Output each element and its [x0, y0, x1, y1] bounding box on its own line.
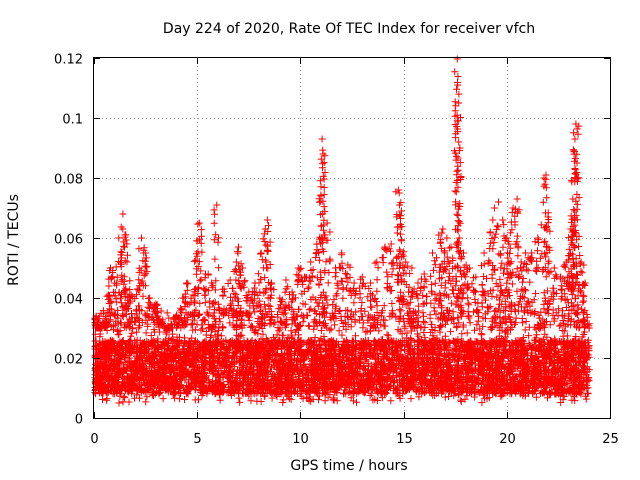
x-axis-title: GPS time / hours: [290, 458, 407, 474]
spike-point: [205, 279, 218, 331]
spike-point: [261, 216, 274, 319]
chart-title: Day 224 of 2020, Rate Of TEC Index for r…: [163, 21, 535, 37]
y-tick-label: 0.12: [54, 53, 83, 68]
spike-point: [102, 291, 115, 330]
spike-point: [135, 234, 148, 326]
spike-point: [452, 117, 465, 317]
x-tick-labels: 0 5 10 15 20 25: [90, 432, 618, 447]
spike-point: [154, 315, 167, 331]
spike-point: [445, 243, 458, 323]
spike-point: [405, 264, 418, 331]
spike-point: [356, 273, 369, 332]
spike-point: [364, 279, 377, 331]
y-tick-label: 0.02: [54, 353, 83, 368]
spike-point: [166, 324, 177, 332]
spike-point: [548, 264, 561, 325]
spike-point: [463, 264, 476, 327]
spike-point: [316, 150, 329, 330]
axis-ticks: [94, 58, 611, 419]
spike-point: [210, 201, 224, 332]
spike-point: [399, 258, 412, 326]
y-tick-label: 0.1: [62, 113, 83, 128]
spike-point: [149, 300, 161, 328]
spike-point: [579, 279, 591, 331]
x-tick-label: 25: [602, 432, 619, 447]
spike-point: [525, 249, 538, 318]
spike-point: [496, 216, 509, 328]
spike-point: [105, 264, 117, 331]
spike-point: [571, 159, 584, 332]
y-tick-label: 0: [75, 413, 83, 428]
spike-point: [347, 279, 360, 331]
spike-point: [218, 285, 230, 332]
spike-point: [385, 240, 397, 321]
data-points: [91, 55, 593, 407]
spike-point: [143, 294, 156, 330]
x-tick-label: 15: [396, 432, 413, 447]
spike-point: [502, 240, 516, 332]
spike-point: [493, 198, 505, 332]
spike-point: [440, 234, 453, 325]
x-tick-label: 0: [90, 432, 98, 447]
spike-point: [575, 258, 588, 331]
spike-point: [248, 279, 262, 331]
spike-point: [224, 276, 237, 329]
spike-point: [427, 249, 439, 328]
y-tick-label: 0.04: [54, 293, 83, 308]
y-axis-title: ROTI / TECUs: [6, 194, 22, 286]
x-tick-label: 20: [499, 432, 516, 447]
spike-point: [378, 243, 392, 330]
spike-point: [280, 276, 293, 331]
spike-point: [531, 234, 545, 332]
spike-point: [370, 258, 383, 332]
spike-point: [478, 249, 490, 322]
y-tick-label: 0.08: [54, 173, 83, 188]
spike-point: [542, 213, 555, 329]
spike-point: [265, 279, 278, 328]
spike-point: [411, 279, 425, 332]
spike-point: [304, 258, 317, 330]
spike-point: [321, 219, 334, 328]
spike-point: [554, 273, 567, 330]
spike-point: [199, 270, 212, 329]
y-tick-labels: 0 0.02 0.04 0.06 0.08 0.1 0.12: [54, 53, 83, 428]
spike-point: [329, 264, 342, 329]
spike-point: [418, 270, 431, 326]
spike-point: [500, 234, 513, 321]
spike-point: [94, 324, 106, 338]
spike-point: [511, 195, 523, 328]
spike-point: [125, 291, 137, 332]
dense-band-points: [91, 306, 593, 407]
x-tick-label: 10: [292, 432, 309, 447]
spike-point: [341, 261, 355, 326]
x-tick-label: 5: [193, 432, 201, 447]
spike-point: [436, 225, 450, 329]
spike-point: [193, 219, 206, 329]
y-tick-label: 0.06: [54, 233, 83, 248]
spike-point: [285, 288, 299, 328]
plot-frame: [93, 57, 611, 419]
spike-point: [236, 264, 249, 329]
spike-point: [395, 207, 408, 323]
spike-point: [109, 279, 121, 330]
spike-point: [470, 273, 483, 325]
spike-point: [292, 264, 305, 331]
spike-point: [274, 294, 286, 332]
